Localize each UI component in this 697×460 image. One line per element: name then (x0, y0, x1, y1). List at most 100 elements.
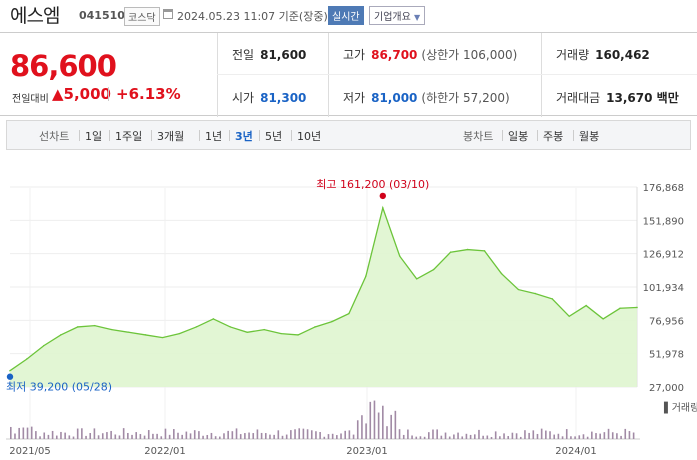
volume-bar (461, 436, 464, 439)
volume-bar (545, 430, 547, 439)
volume-bar (536, 433, 539, 439)
period-3m[interactable]: 3개월 (157, 130, 185, 143)
stat-trade-amount: 거래대금 13,670 백만 (556, 89, 679, 106)
upper-limit: (상한가 106,000) (421, 48, 518, 62)
volume-bar (323, 436, 326, 439)
period-3y[interactable]: 3년 (235, 130, 253, 143)
candle-monthly[interactable]: 월봉 (579, 130, 600, 143)
volume-bar (210, 432, 213, 439)
stat-label: 거래량 (556, 48, 590, 62)
volume-bar (331, 433, 334, 439)
stock-name: 에스엠 (10, 5, 60, 27)
volume-bar (252, 433, 255, 439)
volume-bar (565, 429, 568, 439)
volume-bar (118, 435, 121, 439)
period-10y[interactable]: 10년 (297, 130, 322, 143)
volume-bar (135, 432, 137, 439)
volume-bar (494, 431, 497, 439)
volume-bar (448, 436, 451, 439)
volume-bar (264, 433, 267, 439)
realtime-button[interactable]: 실시간 (328, 6, 364, 25)
volume-bar (147, 430, 150, 439)
volume-bar (30, 426, 33, 439)
volume-bar (356, 420, 359, 439)
period-1w[interactable]: 1주일 (115, 130, 143, 143)
volume-bar (336, 435, 338, 439)
volume-bar (473, 434, 476, 439)
line-chart-label: 선차트 (39, 130, 70, 143)
volume-bar (219, 436, 221, 439)
divider (541, 33, 542, 117)
candle-weekly[interactable]: 주봉 (543, 130, 564, 143)
volume-bar (68, 435, 71, 439)
company-info-button[interactable]: 기업개요 ▼ (369, 6, 426, 25)
volume-bar (72, 436, 75, 439)
volume-bar (570, 436, 572, 439)
low-annotation: 최저 39,200 (05/28) (6, 381, 112, 394)
volume-bar (39, 436, 41, 439)
volume-bar (198, 431, 200, 439)
period-1d[interactable]: 1일 (85, 130, 103, 143)
change-percent: +6.13% (116, 85, 181, 103)
volume-bar (110, 430, 112, 439)
volume-bar (231, 431, 234, 439)
volume-bar (177, 432, 179, 439)
volume-bar (55, 435, 58, 439)
volume-bar (319, 432, 321, 439)
volume-bar (361, 415, 363, 439)
volume-bar (244, 433, 246, 439)
volume-bar (81, 428, 83, 439)
y-tick-label: 101,934 (643, 283, 684, 294)
volume-bar (507, 436, 510, 439)
volume-bar (206, 434, 209, 439)
volume-bar (532, 430, 535, 439)
volume-bar (306, 429, 309, 439)
volume-bar (482, 435, 484, 439)
volume-bar (586, 436, 589, 439)
volume-bar (26, 427, 29, 439)
volume-bar (256, 429, 259, 439)
stat-label: 시가 (232, 91, 255, 105)
stat-label: 저가 (343, 91, 366, 105)
volume-bar (519, 436, 522, 439)
candle-daily[interactable]: 일봉 (508, 130, 529, 143)
divider (537, 130, 538, 141)
y-tick-label: 27,000 (649, 383, 684, 394)
volume-bar (595, 433, 597, 439)
volume-bar (377, 412, 380, 439)
volume-bar (93, 428, 96, 439)
volume-bar (18, 427, 20, 439)
volume-bar (14, 433, 16, 439)
period-1y[interactable]: 1년 (205, 130, 223, 143)
volume-bar (193, 430, 196, 439)
chart-annotations: 최고 161,200 (03/10) 최저 39,200 (05/28) (6, 178, 429, 394)
volume-bar (428, 432, 430, 439)
volume-bar (607, 428, 610, 439)
stat-value: 160,462 (595, 48, 650, 62)
stat-value: 81,600 (260, 48, 307, 62)
volume-bar (620, 435, 622, 439)
change-label: 전일대비 (12, 94, 49, 105)
high-annotation: 최고 161,200 (03/10) (316, 178, 429, 191)
volume-bar (524, 430, 526, 439)
volume-bar (348, 430, 351, 439)
volume-bar (294, 429, 296, 439)
volume-bar (89, 433, 92, 439)
volume-bar (156, 433, 158, 439)
chevron-down-icon: ▼ (414, 13, 421, 22)
volume-bar (432, 429, 434, 439)
volume-bar (239, 434, 242, 439)
volume-bar (632, 432, 635, 439)
divider (291, 130, 292, 141)
divider (573, 130, 574, 141)
stat-low: 저가 81,000 (하한가 57,200) (343, 89, 510, 106)
volume-bar (369, 401, 372, 439)
volume-bar (611, 432, 614, 439)
stat-volume: 거래량 160,462 (556, 46, 650, 63)
volume-bar (394, 410, 397, 439)
x-tick-label: 2021/05 (9, 446, 51, 457)
market-badge: 코스닥 (124, 7, 160, 26)
stat-value: 13,670 백만 (606, 91, 679, 105)
volume-bar (574, 436, 576, 439)
period-5y[interactable]: 5년 (265, 130, 283, 143)
